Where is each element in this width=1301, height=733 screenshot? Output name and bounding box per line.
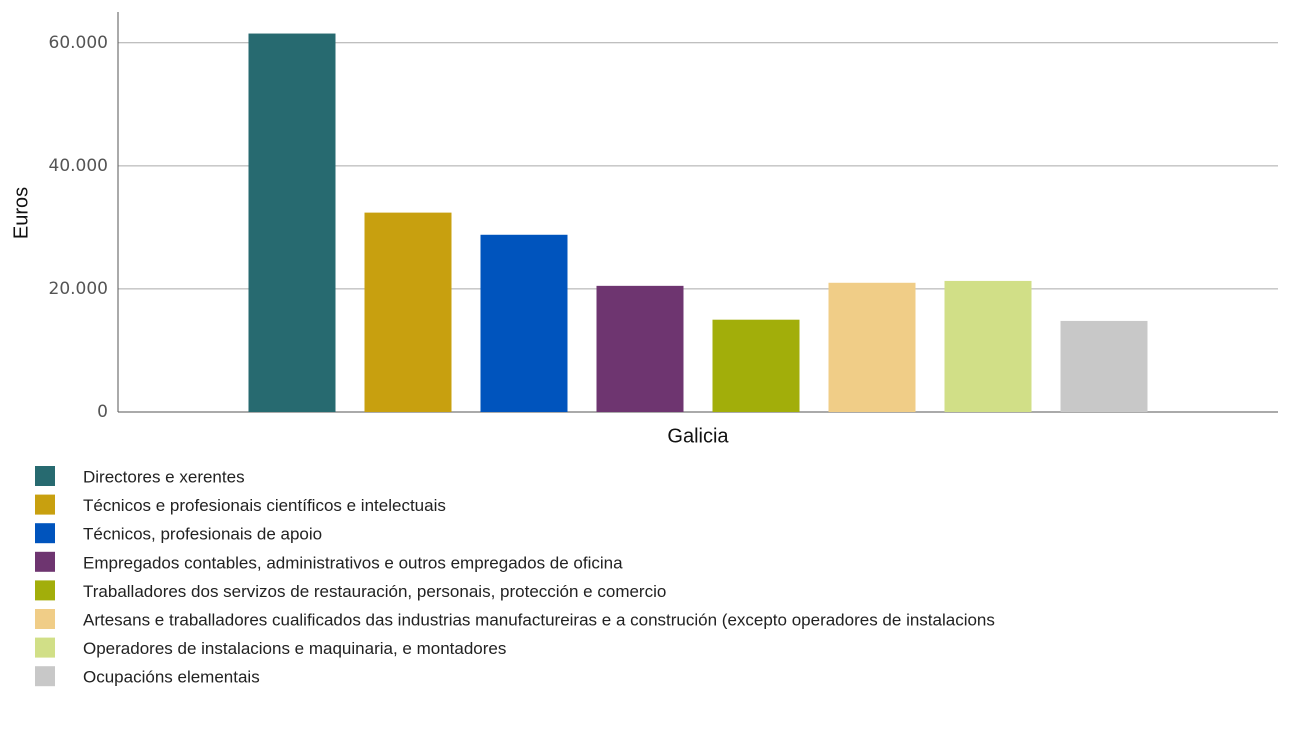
legend-label: Artesans e traballadores cualificados da… — [83, 610, 995, 629]
legend-swatch — [35, 666, 55, 687]
bar — [596, 285, 684, 412]
bar — [480, 234, 568, 412]
legend-label: Técnicos e profesionais científicos e in… — [83, 496, 446, 515]
legend-swatch — [35, 551, 55, 572]
legend-swatch — [35, 609, 55, 629]
y-tick-label: 60.000 — [49, 33, 108, 53]
y-tick-label: 40.000 — [49, 156, 108, 176]
legend-label: Ocupacións elementais — [83, 668, 260, 687]
y-axis-label: Euros — [10, 187, 32, 239]
legend-swatch — [35, 466, 55, 486]
y-tick-label: 20.000 — [49, 279, 108, 299]
bar — [828, 282, 916, 412]
bar — [1060, 320, 1148, 412]
bar — [248, 33, 336, 413]
legend-label: Empregados contables, administrativos e … — [83, 553, 623, 572]
legend-swatch — [35, 580, 55, 601]
x-tick-label: Galicia — [667, 425, 729, 447]
y-tick-label: 0 — [97, 402, 108, 422]
bar — [712, 319, 800, 412]
legend-label: Traballadores dos servizos de restauraci… — [83, 582, 666, 601]
legend-label: Técnicos, profesionais de apoio — [83, 525, 322, 544]
legend-swatch — [35, 637, 55, 658]
legend-swatch — [35, 494, 55, 515]
bar — [944, 280, 1032, 412]
legend-label: Operadores de instalacions e maquinaria,… — [83, 639, 506, 658]
bar — [364, 212, 452, 412]
legend-swatch — [35, 523, 55, 544]
legend-label: Directores e xerentes — [83, 467, 245, 486]
